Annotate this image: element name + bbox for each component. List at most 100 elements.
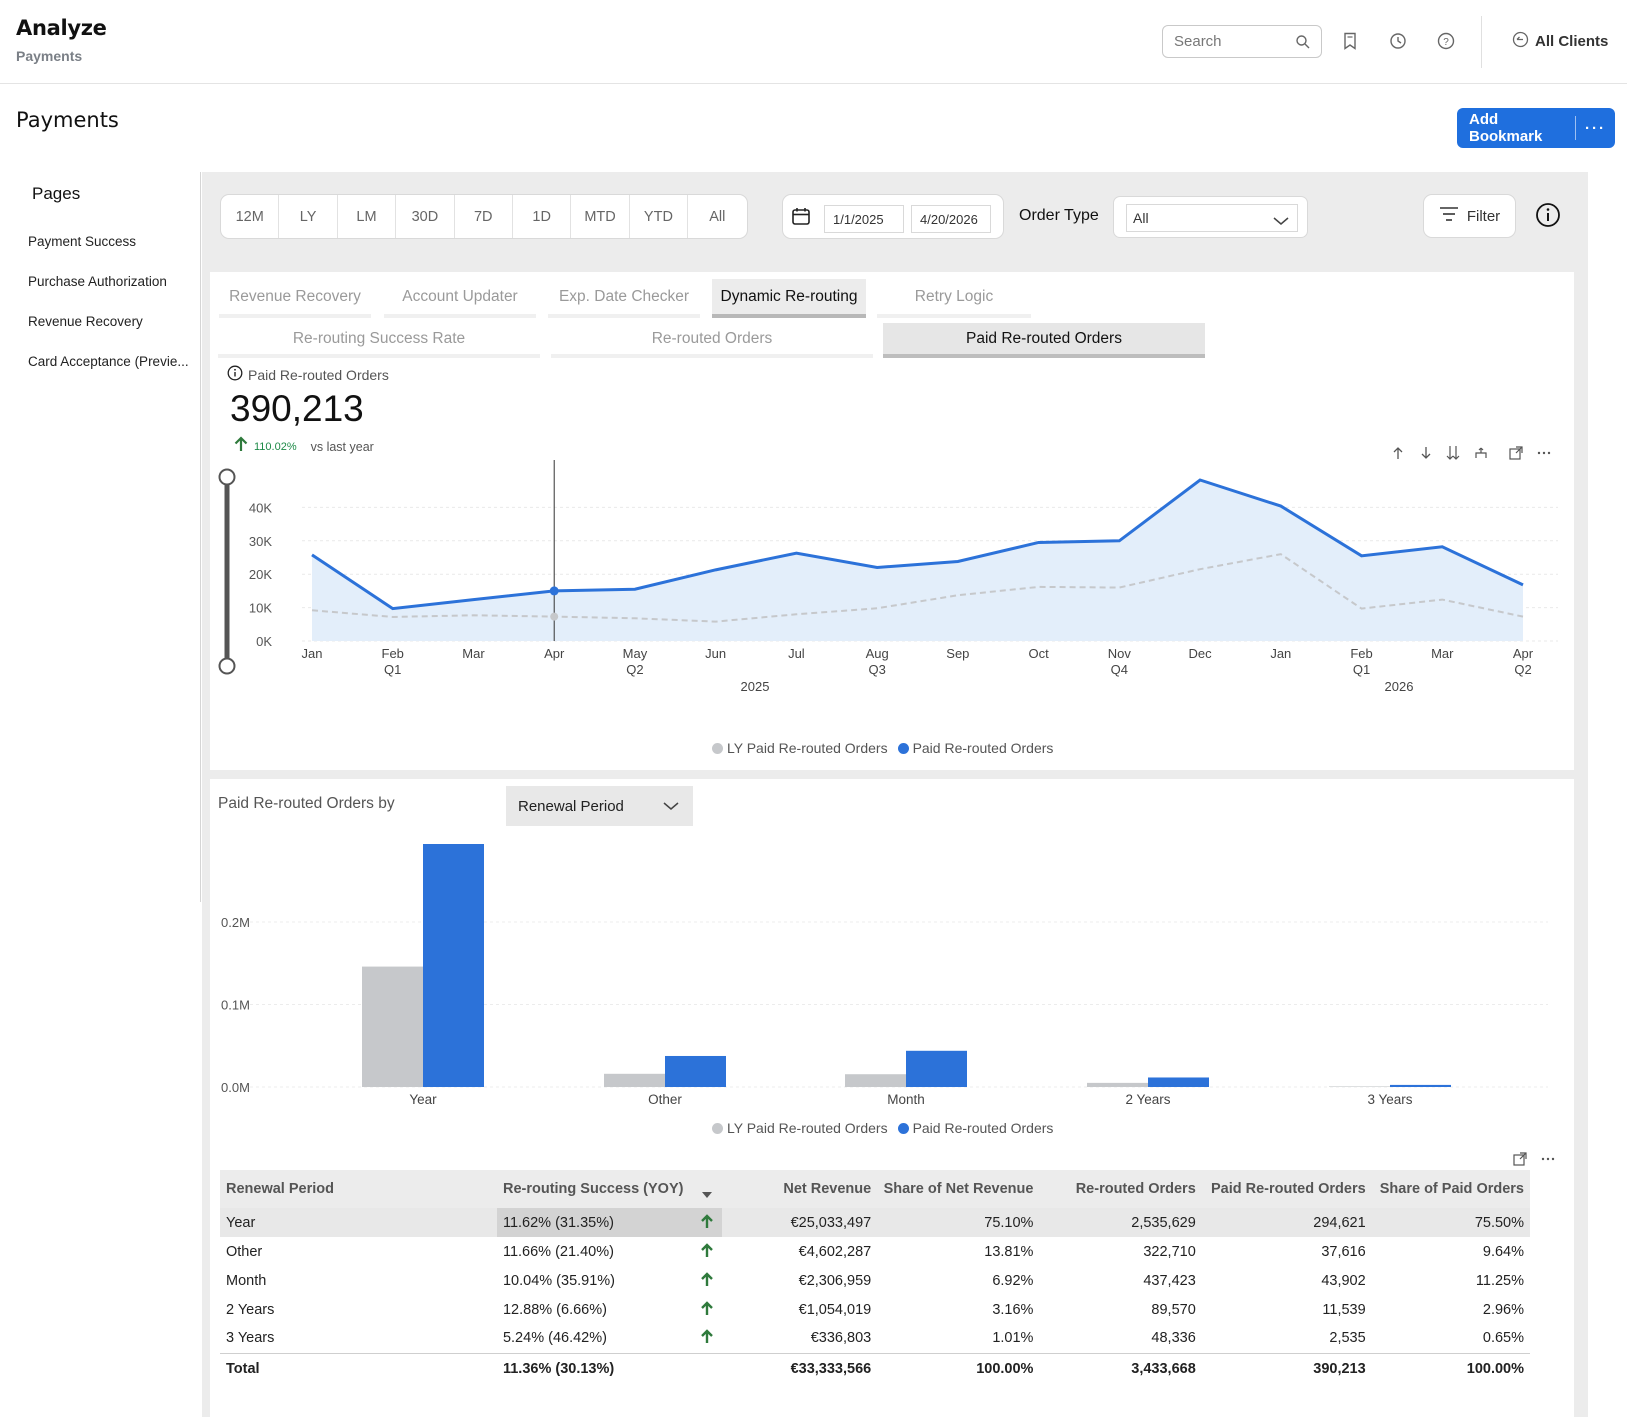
column-header[interactable]: Re-routed Orders	[1039, 1170, 1202, 1208]
bar-current	[906, 1050, 967, 1087]
table-cell: 2 Years	[226, 1301, 275, 1318]
info-icon[interactable]	[227, 365, 243, 384]
focus-mode-icon[interactable]	[1511, 1150, 1529, 1168]
x-year-label: 2026	[1385, 679, 1414, 694]
table-cell: 89,570	[1151, 1301, 1196, 1318]
y-tick-label: 0.0M	[221, 1080, 250, 1095]
bar-ly	[362, 966, 423, 1087]
switch-client-icon	[1512, 31, 1529, 52]
x-tick-label: Mar	[462, 646, 485, 661]
bookmark-icon[interactable]	[1339, 30, 1361, 52]
range-all[interactable]: All	[709, 208, 726, 225]
sidebar-item-payment-success[interactable]: Payment Success	[28, 234, 137, 249]
table-cell: 3 Years	[226, 1330, 275, 1347]
more-options-button[interactable]: ···	[1585, 119, 1606, 137]
sort-up-icon[interactable]	[1389, 444, 1407, 462]
table-row[interactable]: Other 11.66% (21.40%) €4,602,287 13.81% 322,…	[220, 1237, 1530, 1266]
zoom-slider-handle[interactable]	[218, 468, 236, 486]
start-date-input[interactable]: 1/1/2025	[824, 205, 904, 233]
tab-retry-logic[interactable]: Retry Logic	[877, 279, 1031, 318]
x-tick-label: Mar	[1431, 646, 1454, 661]
search-input[interactable]	[1163, 26, 1283, 57]
table-cell: 390,213	[1201, 1352, 1372, 1385]
table-cell: 294,621	[1201, 1208, 1372, 1237]
table-total-row[interactable]: Total 11.36% (30.13%) €33,333,566 100.00% 3,…	[220, 1352, 1530, 1385]
x-year-label: 2025	[741, 679, 770, 694]
column-header[interactable]: Share of Net Revenue	[877, 1170, 1040, 1208]
table-row[interactable]: Month 10.04% (35.91%) €2,306,959 6.92% 437,4…	[220, 1266, 1530, 1295]
column-header[interactable]: Renewal Period	[220, 1170, 497, 1208]
range-ytd[interactable]: YTD	[630, 195, 689, 238]
order-type-value-text: All	[1133, 210, 1149, 226]
filter-button[interactable]: Filter	[1423, 194, 1516, 238]
more-options-icon[interactable]	[1535, 444, 1553, 462]
sort-down-icon[interactable]	[1417, 444, 1435, 462]
breadcrumb[interactable]: Payments	[16, 48, 83, 64]
table-row[interactable]: 3 Years 5.24% (46.42%) €336,803 1.01% 48,336…	[220, 1324, 1530, 1353]
end-date-input[interactable]: 4/20/2026	[911, 205, 991, 233]
x-quarter-label: Q2	[1514, 662, 1531, 677]
table-cell: 75.50%	[1371, 1208, 1530, 1237]
sort-desc-icon[interactable]	[692, 1170, 723, 1208]
table-cell: 11.66% (21.40%)	[502, 1243, 614, 1260]
range-12m[interactable]: 12M	[221, 195, 280, 238]
range-ly[interactable]: LY	[279, 195, 338, 238]
table-cell: €33,333,566	[722, 1352, 878, 1385]
range-30d[interactable]: 30D	[396, 195, 455, 238]
help-icon[interactable]: ?	[1435, 30, 1457, 52]
history-icon[interactable]	[1387, 30, 1409, 52]
bar-ly	[1087, 1082, 1148, 1087]
subtab-paid-rerouted-orders[interactable]: Paid Re-routed Orders	[883, 323, 1205, 358]
tab-account-updater[interactable]: Account Updater	[384, 279, 536, 318]
table-row[interactable]: Year 11.62% (31.35%) €25,033,497 75.10% 2,53…	[220, 1208, 1530, 1237]
column-header[interactable]: Re-routing Success (YOY)	[496, 1170, 693, 1208]
filter-icon	[1439, 206, 1459, 226]
legend-label-ly: LY Paid Re-routed Orders	[727, 740, 888, 756]
client-switcher[interactable]: All Clients	[1512, 30, 1608, 52]
bar-ly	[1329, 1086, 1390, 1087]
info-icon[interactable]	[1535, 202, 1561, 233]
range-lm[interactable]: LM	[338, 195, 397, 238]
range-mtd[interactable]: MTD	[571, 195, 630, 238]
table-cell: 10.04% (35.91%)	[502, 1272, 616, 1289]
add-bookmark-button[interactable]: Add Bookmark ···	[1457, 108, 1615, 148]
bar-current	[1148, 1077, 1209, 1087]
focus-mode-icon[interactable]	[1507, 444, 1525, 462]
breakdown-bar-chart: 0.0M 0.1M 0.2M Year Other Month 2 Years 3 Years	[221, 844, 1548, 1107]
line-chart-legend: LY Paid Re-routed Orders Paid Re-routed …	[712, 740, 1053, 756]
column-header[interactable]: Share of Paid Orders	[1371, 1170, 1530, 1208]
x-tick-label: Aug	[866, 646, 889, 661]
expand-all-icon[interactable]	[1444, 444, 1462, 462]
x-tick-label: Dec	[1189, 646, 1213, 661]
sidebar-item-card-acceptance[interactable]: Card Acceptance (Previe...	[28, 354, 189, 369]
search-box[interactable]	[1162, 25, 1322, 58]
x-tick-label: Year	[409, 1092, 437, 1107]
order-type-select[interactable]: All	[1113, 196, 1308, 238]
column-header[interactable]: Net Revenue	[722, 1170, 878, 1208]
more-options-icon[interactable]	[1539, 1150, 1557, 1168]
calendar-icon[interactable]	[791, 206, 811, 231]
drill-icon[interactable]	[1472, 444, 1490, 462]
subtab-rerouting-success-rate[interactable]: Re-routing Success Rate	[218, 323, 540, 358]
tab-revenue-recovery[interactable]: Revenue Recovery	[219, 279, 371, 318]
range-7d[interactable]: 7D	[455, 195, 513, 238]
tab-exp-date-checker[interactable]: Exp. Date Checker	[548, 279, 700, 318]
tab-dynamic-rerouting[interactable]: Dynamic Re-routing	[712, 279, 866, 318]
zoom-slider-handle[interactable]	[218, 657, 236, 675]
breakdown-select[interactable]: Renewal Period	[506, 786, 693, 826]
table-row[interactable]: 2 Years 12.88% (6.66%) €1,054,019 3.16% 89,5…	[220, 1295, 1530, 1324]
subtab-rerouted-orders[interactable]: Re-routed Orders	[551, 323, 873, 358]
table-cell: Other	[226, 1243, 263, 1260]
sidebar-item-purchase-authorization[interactable]: Purchase Authorization	[28, 274, 167, 289]
sidebar-item-revenue-recovery[interactable]: Revenue Recovery	[28, 314, 143, 329]
table-cell: 100.00%	[877, 1352, 1040, 1385]
table-cell: 2,535,629	[1039, 1208, 1202, 1237]
search-icon[interactable]	[1295, 34, 1311, 55]
range-1d[interactable]: 1D	[513, 195, 572, 238]
x-quarter-label: Q1	[1353, 662, 1370, 677]
column-header[interactable]: Paid Re-routed Orders	[1201, 1170, 1372, 1208]
y-tick-label: 0.1M	[221, 998, 250, 1013]
series-line-current	[311, 478, 1524, 611]
order-type-value[interactable]: All	[1126, 204, 1298, 232]
table-cell: 11.36% (30.13%)	[496, 1352, 693, 1385]
